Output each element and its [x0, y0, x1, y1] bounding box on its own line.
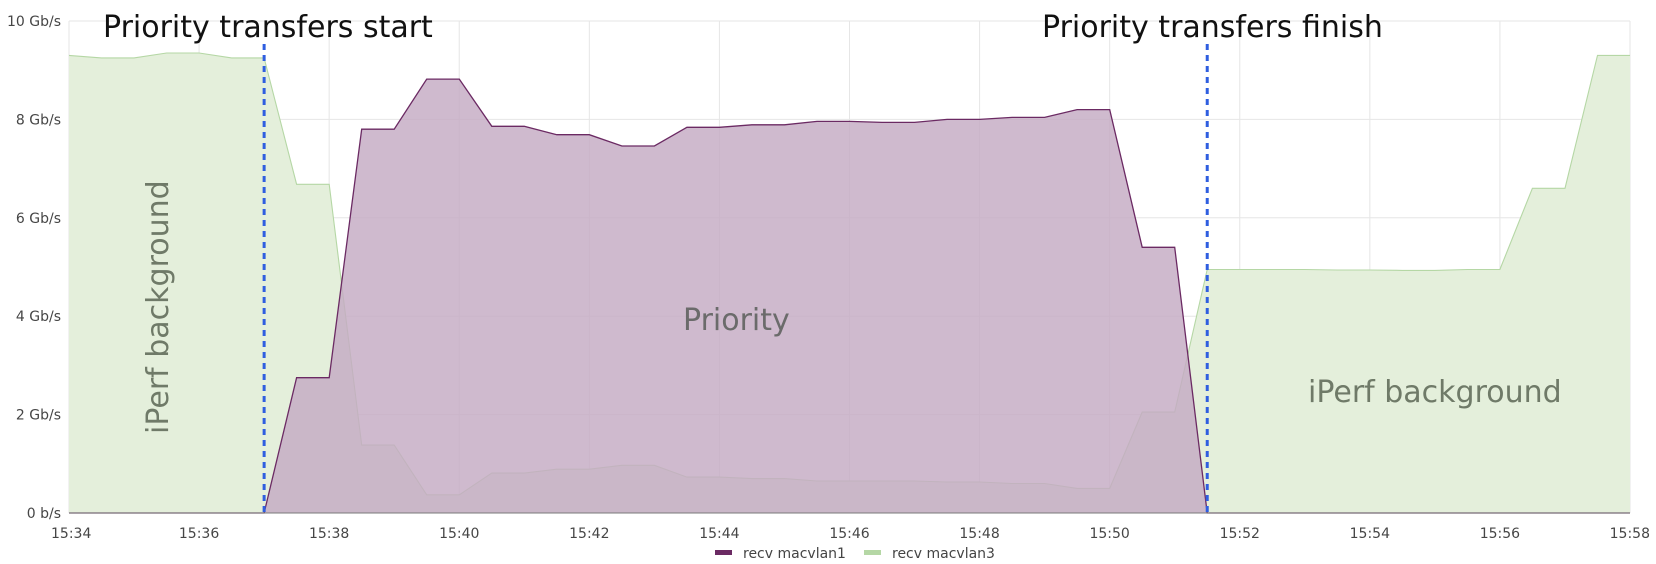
series-areas [69, 53, 1630, 513]
annotation-priority: Priority [683, 303, 790, 338]
x-tick-label: 15:58 [1610, 526, 1650, 542]
y-tick-label: 8 Gb/s [16, 112, 61, 128]
x-tick-label: 15:56 [1480, 526, 1520, 542]
legend-label-macvlan1: recv macvlan1 [743, 546, 846, 562]
legend-label-macvlan3: recv macvlan3 [892, 546, 995, 562]
x-tick-label: 15:54 [1350, 526, 1390, 542]
x-tick-label: 15:46 [829, 526, 869, 542]
x-tick-label: 15:34 [51, 526, 91, 542]
legend: recv macvlan1 recv macvlan3 [715, 546, 995, 562]
legend-swatch-macvlan1 [715, 550, 732, 555]
legend-swatch-macvlan3 [864, 550, 881, 555]
x-tick-label: 15:44 [699, 526, 739, 542]
y-tick-label: 0 b/s [27, 506, 61, 522]
marker-label-finish: Priority transfers finish [1042, 10, 1383, 45]
x-tick-label: 15:36 [179, 526, 219, 542]
x-tick-label: 15:52 [1220, 526, 1260, 542]
x-tick-label: 15:42 [569, 526, 609, 542]
x-tick-label: 15:40 [439, 526, 479, 542]
y-tick-label: 4 Gb/s [16, 309, 61, 325]
x-tick-label: 15:38 [309, 526, 349, 542]
legend-item-macvlan1[interactable]: recv macvlan1 [715, 546, 846, 562]
legend-item-macvlan3[interactable]: recv macvlan3 [864, 546, 995, 562]
y-tick-label: 10 Gb/s [7, 14, 61, 30]
annotation-iperf-right: iPerf background [1308, 375, 1562, 410]
marker-label-start: Priority transfers start [103, 10, 433, 45]
y-tick-label: 6 Gb/s [16, 211, 61, 227]
y-tick-label: 2 Gb/s [16, 408, 61, 424]
annotation-iperf-left: iPerf background [141, 180, 176, 434]
x-tick-label: 15:48 [959, 526, 999, 542]
x-tick-label: 15:50 [1089, 526, 1129, 542]
